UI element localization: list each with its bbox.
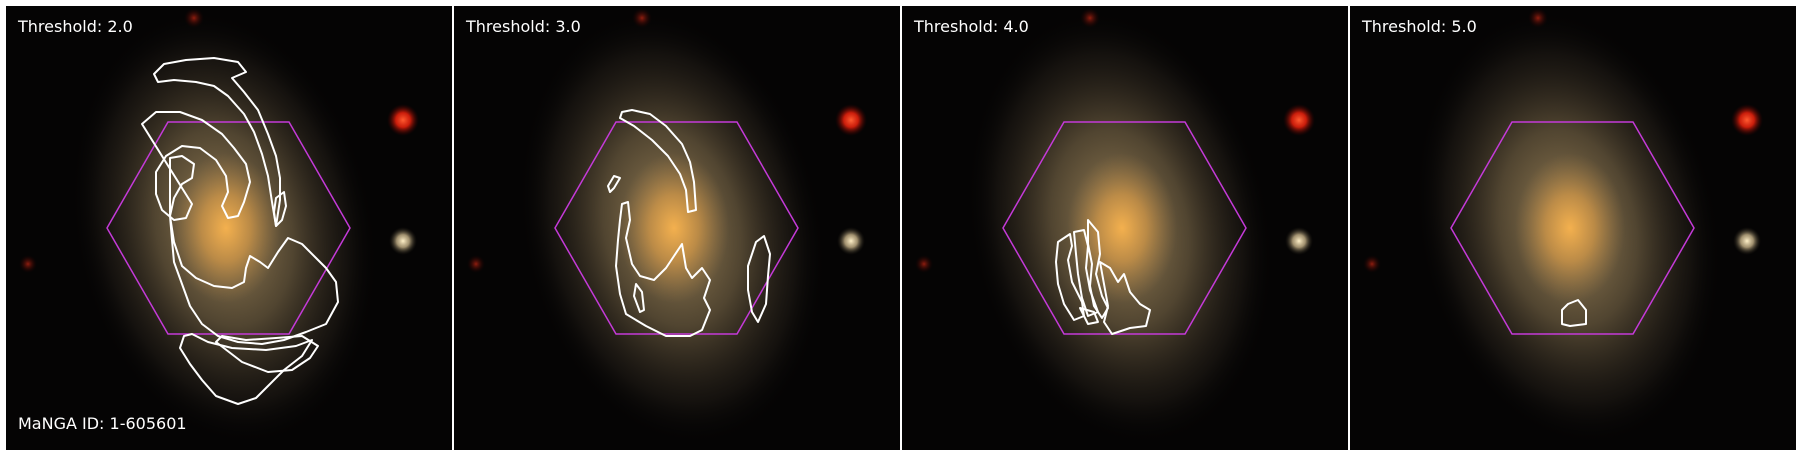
threshold-label: Threshold: 4.0 — [914, 17, 1029, 36]
galaxy-core — [1067, 153, 1177, 303]
dim-star — [1528, 8, 1548, 28]
galaxy-core — [619, 153, 729, 303]
pale-star — [1285, 227, 1313, 255]
dim-star — [632, 8, 652, 28]
galaxy-core — [1515, 153, 1625, 303]
galaxy-image — [1363, 8, 1763, 446]
dim-star — [1363, 255, 1381, 273]
manga-id-label: MaNGA ID: 1-605601 — [18, 414, 187, 433]
ifu-hexagon — [554, 121, 799, 335]
dim-star — [915, 255, 933, 273]
red-star — [387, 104, 419, 136]
pale-star — [389, 227, 417, 255]
dim-star — [467, 255, 485, 273]
panel-threshold-2: Threshold: 2.0 MaNGA ID: 1-605601 — [6, 6, 452, 450]
red-star — [835, 104, 867, 136]
dim-star — [184, 8, 204, 28]
galaxy-image — [19, 8, 419, 446]
contour — [1055, 219, 1151, 335]
panel-threshold-5: Threshold: 5.0 — [1350, 6, 1796, 450]
contour — [141, 57, 339, 405]
panel-threshold-3: Threshold: 3.0 — [454, 6, 900, 450]
galaxy-image — [915, 8, 1315, 446]
contour — [1561, 299, 1587, 327]
panel-threshold-4: Threshold: 4.0 — [902, 6, 1348, 450]
galaxy-core — [171, 153, 281, 303]
threshold-label: Threshold: 2.0 — [18, 17, 133, 36]
ifu-hexagon — [1450, 121, 1695, 335]
contour — [607, 109, 771, 337]
dim-star — [1080, 8, 1100, 28]
ifu-hexagon — [106, 121, 351, 335]
galaxy-image — [467, 8, 867, 446]
red-star — [1731, 104, 1763, 136]
ifu-hexagon — [1002, 121, 1247, 335]
pale-star — [837, 227, 865, 255]
threshold-label: Threshold: 5.0 — [1362, 17, 1477, 36]
red-star — [1283, 104, 1315, 136]
threshold-label: Threshold: 3.0 — [466, 17, 581, 36]
pale-star — [1733, 227, 1761, 255]
dim-star — [19, 255, 37, 273]
